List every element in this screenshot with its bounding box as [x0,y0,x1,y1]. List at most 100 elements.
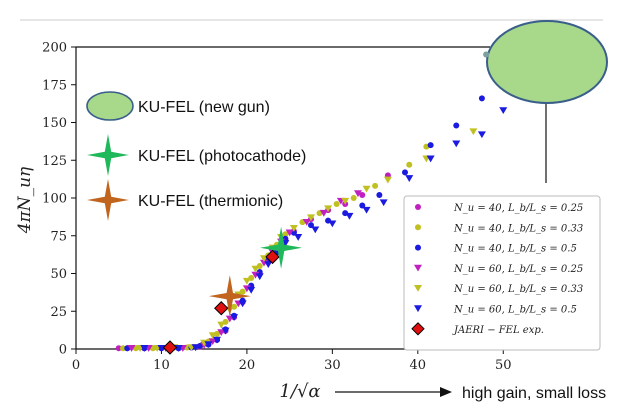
data-point [289,225,298,232]
annotation-key-star [87,179,129,221]
legend-marker [415,244,421,251]
data-point [191,344,200,352]
legend-marker [415,224,421,231]
y-tick-label: 50 [50,267,67,282]
data-point [225,315,234,323]
legend-marker [415,204,421,210]
data-point [265,249,280,265]
data-point [214,301,229,316]
data-point [478,95,485,102]
data-point [221,327,230,335]
y-tick-label: 200 [42,41,67,56]
data-point [427,142,434,149]
data-point [453,122,460,129]
data-point [120,345,126,352]
legend-label: N_u = 60, L_b/L_s = 0.33 [453,284,583,295]
x-tick-label: 30 [324,358,341,373]
data-point [350,195,357,201]
legend-box [403,195,601,351]
data-point [247,286,256,294]
data-point [469,128,478,136]
data-point [319,209,328,217]
data-point [379,199,388,207]
data-point [362,185,371,193]
legend-marker [414,285,422,292]
data-point [376,191,383,198]
y-axis-label: 4πN_uη [15,166,35,234]
data-point [307,214,315,222]
x-tick-label: 40 [410,358,427,373]
data-point [115,345,122,352]
data-point [208,338,217,346]
x-direction-arrow [335,387,452,397]
y-tick-label: 100 [42,192,67,207]
data-point [238,300,247,308]
legend-label: N_u = 60, L_b/L_s = 0.5 [453,305,577,316]
annotation-ellipse-marker [486,20,608,104]
legend-label: JAERI − FEL exp. [452,325,544,336]
y-tick-label: 125 [42,154,67,169]
y-tick-label: 0 [59,343,67,358]
data-point [208,332,217,340]
annotation-star-marker [208,275,251,318]
annotation-label: KU-FEL (photocathode) [138,148,306,165]
data-point [242,277,251,285]
x-tick-label: 0 [72,358,80,373]
data-point [251,265,260,273]
legend: N_u = 40, L_b/L_s = 0.25 N_u = 40, L_b/L_… [403,195,601,351]
data-point [372,182,379,189]
data-point [477,131,486,139]
data-point [294,234,303,241]
data-point [213,336,221,344]
data-point [341,197,350,205]
y-tick-label: 150 [42,116,67,131]
data-point [217,329,226,336]
data-point [311,226,320,234]
data-point [204,341,213,349]
data-point [140,345,149,352]
data-point [302,218,311,226]
data-point [264,261,273,269]
annotation-key-ellipse [86,91,134,121]
legend-label: N_u = 40, L_b/L_s = 0.33 [453,223,583,234]
data-point [333,201,340,208]
legend-marker [411,322,425,336]
legend-label: N_u = 60, L_b/L_s = 0.25 [453,264,583,275]
data-point [230,314,239,321]
x-arrow-note: high gain, small loss [462,385,606,402]
legend-label: N_u = 40, L_b/L_s = 0.5 [453,244,577,255]
data-point [452,140,461,148]
data-point [402,169,408,176]
data-point [483,51,490,58]
data-point [328,220,337,228]
data-point [499,107,508,115]
annotations: KU-FEL (new gun) KU-FEL (photocathode) KU-… [86,20,608,318]
data-point [383,176,392,184]
data-point [406,161,413,168]
y-tick-label: 175 [42,78,67,93]
y-tick-label: 75 [50,229,67,244]
data-point [285,229,294,237]
data-point [157,345,166,352]
annotation-key-star [87,134,129,176]
x-tick-label: 50 [495,358,512,373]
annotation-label: KU-FEL (thermionic) [138,193,283,210]
data-point [174,345,183,352]
legend-marker [414,264,422,272]
data-point [217,321,226,329]
data-point [345,212,354,220]
data-point [426,155,435,163]
x-tick-label: 20 [239,358,256,373]
annotation-label: KU-FEL (new gun) [138,99,270,116]
x-tick-label: 10 [153,358,170,373]
legend-marker [414,305,422,313]
data-point [405,175,414,182]
data-point [324,205,333,213]
data-point [362,206,371,214]
data-point [359,191,366,198]
data-point [354,190,362,198]
data-point [127,345,136,352]
annotation-star-marker [260,226,303,269]
data-point [162,340,178,355]
